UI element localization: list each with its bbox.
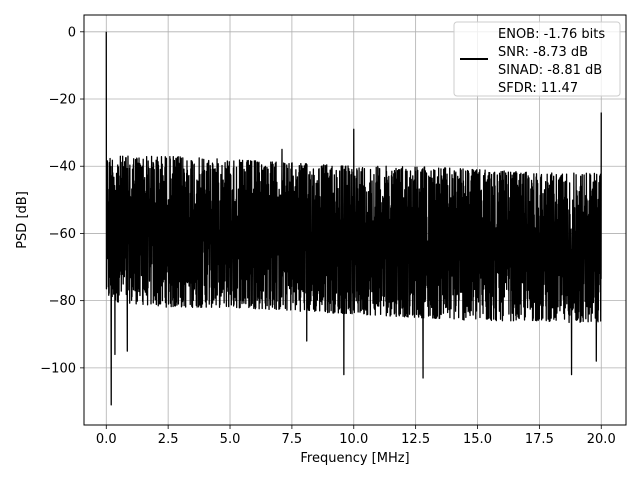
x-tick-label: 20.0 (587, 432, 616, 447)
x-tick-label: 2.5 (158, 432, 179, 447)
y-axis-ticks: 0 −20 −40 −60 −80 −100 (40, 25, 84, 376)
y-tick-label: −40 (49, 160, 76, 175)
x-axis-label: Frequency [MHz] (300, 451, 409, 466)
x-tick-label: 17.5 (525, 432, 554, 447)
legend: ENOB: -1.76 bits SNR: -8.73 dB SINAD: -8.8… (453, 21, 621, 97)
y-tick-label: 0 (68, 25, 76, 40)
x-tick-label: 0.0 (96, 432, 117, 447)
legend-box (453, 21, 621, 97)
series-psd (105, 31, 602, 406)
axes-frame (83, 14, 627, 426)
x-tick-label: 15.0 (463, 432, 492, 447)
y-axis-label: PSD [dB] (15, 191, 30, 249)
x-tick-label: 5.0 (220, 432, 241, 447)
y-tick-label: −20 (49, 93, 76, 108)
legend-entry: ENOB: -1.76 bits SNR: -8.73 dB SINAD: -8.8… (498, 27, 605, 96)
x-tick-label: 7.5 (282, 432, 303, 447)
y-tick-label: −60 (49, 227, 76, 242)
x-tick-label: 10.0 (339, 432, 368, 447)
psd-line (105, 31, 602, 406)
y-tick-label: −100 (40, 361, 76, 376)
x-axis-ticks: 0.0 2.5 5.0 7.5 10.0 12.5 15.0 17.5 20.0 (96, 425, 616, 447)
x-tick-label: 12.5 (401, 432, 430, 447)
y-tick-label: −80 (49, 294, 76, 309)
